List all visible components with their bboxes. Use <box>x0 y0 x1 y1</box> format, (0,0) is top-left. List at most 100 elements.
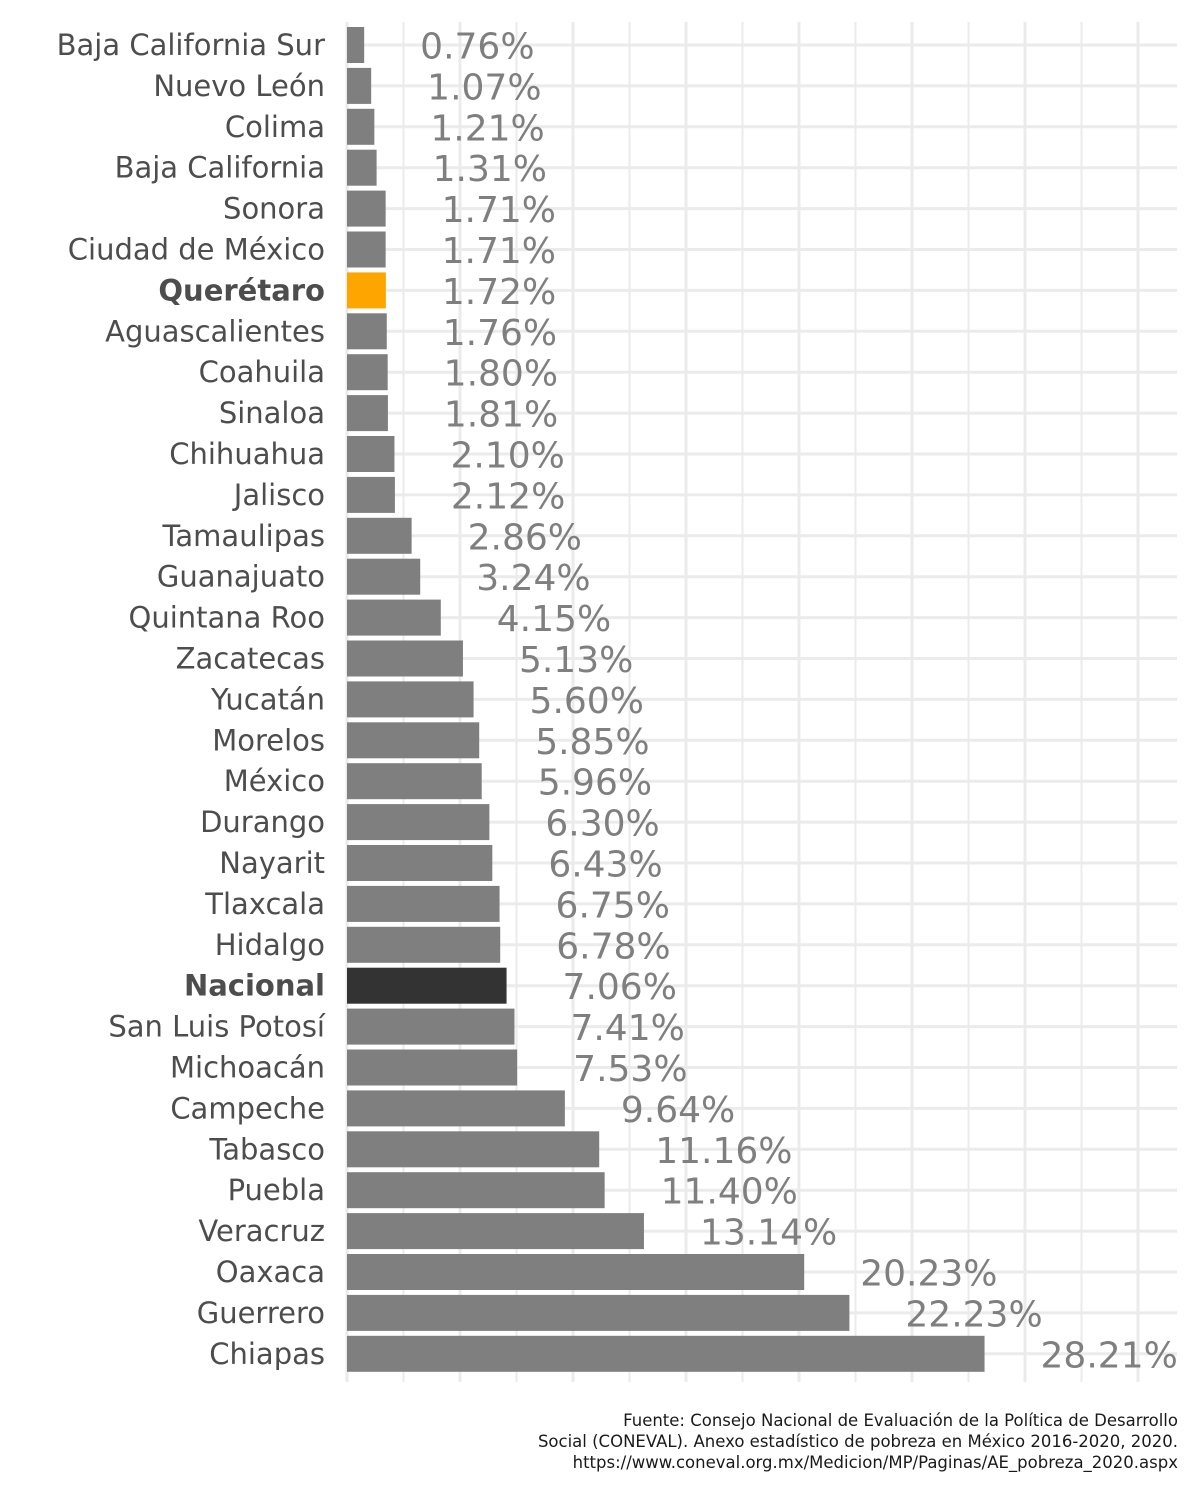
category-label: Tamaulipas <box>162 519 326 553</box>
bar <box>347 108 375 145</box>
bar <box>347 1254 805 1290</box>
bar <box>347 190 386 227</box>
bar <box>347 1172 605 1209</box>
bar <box>347 1335 985 1372</box>
bar <box>347 436 395 472</box>
bar <box>347 558 421 595</box>
category-label: Tabasco <box>208 1132 325 1166</box>
bar <box>347 67 372 104</box>
category-label: Nuevo León <box>153 69 325 103</box>
value-label: 9.64% <box>621 1090 735 1131</box>
value-label: 7.53% <box>573 1049 687 1090</box>
bar <box>347 722 480 759</box>
value-label: 11.16% <box>655 1131 792 1172</box>
category-label: Coahuila <box>199 355 325 389</box>
category-label: Aguascalientes <box>105 314 325 348</box>
value-label: 7.41% <box>570 1008 684 1049</box>
category-label: Baja California Sur <box>57 28 325 62</box>
category-labels: Baja California Sur Nuevo León Colima Baja … <box>57 28 326 1371</box>
category-label: Colima <box>225 110 325 144</box>
category-label: Chihuahua <box>169 437 325 471</box>
category-label: Ciudad de México <box>68 233 325 267</box>
value-label: 1.71% <box>442 190 556 231</box>
bar <box>347 354 388 391</box>
category-label: Nayarit <box>219 846 325 880</box>
value-label: 1.07% <box>427 67 541 108</box>
category-label: Quintana Roo <box>129 601 326 635</box>
value-label: 2.10% <box>450 436 564 477</box>
category-label: Tlaxcala <box>204 887 325 921</box>
value-label: 1.76% <box>443 313 557 354</box>
category-label: Nacional <box>184 969 325 1003</box>
bar <box>347 149 377 186</box>
value-label: 13.14% <box>700 1213 837 1254</box>
category-label: Campeche <box>170 1091 325 1125</box>
bar <box>347 27 365 63</box>
value-label: 2.86% <box>468 517 582 558</box>
bar <box>347 395 388 432</box>
value-label: 1.72% <box>442 272 556 313</box>
bar <box>347 1008 515 1045</box>
category-label: Durango <box>200 805 325 839</box>
value-label: 1.80% <box>444 354 558 395</box>
value-label: 7.06% <box>563 967 677 1008</box>
value-label: 5.96% <box>538 763 652 804</box>
value-label: 1.31% <box>433 149 547 190</box>
value-label: 1.21% <box>430 108 544 149</box>
category-label: Querétaro <box>158 273 325 307</box>
value-label: 4.15% <box>497 599 611 640</box>
bar <box>347 272 386 309</box>
value-label: 5.60% <box>530 681 644 722</box>
value-label: 5.85% <box>535 722 649 763</box>
bar <box>347 1090 565 1127</box>
caption-line: Social (CONEVAL). Anexo estadístico de p… <box>537 1432 1178 1451</box>
category-label: San Luis Potosí <box>108 1010 326 1044</box>
category-label: Yucatán <box>210 682 325 716</box>
value-labels: 0.76%1.07%1.21%1.31%1.71%1.71%1.72%1.76%… <box>420 27 1178 1377</box>
category-label: Zacatecas <box>176 642 325 676</box>
value-label: 5.13% <box>519 640 633 681</box>
bar <box>347 926 501 963</box>
category-label: Sinaloa <box>219 396 325 430</box>
value-label: 3.24% <box>476 558 590 599</box>
bar <box>347 885 500 922</box>
value-label: 6.30% <box>545 804 659 845</box>
grid-layer <box>345 22 1177 1382</box>
value-label: 6.43% <box>548 845 662 886</box>
bar <box>347 599 441 636</box>
value-label: 20.23% <box>860 1254 997 1295</box>
bar <box>347 231 386 268</box>
category-label: Guanajuato <box>157 560 325 594</box>
value-label: 1.71% <box>442 231 556 272</box>
source-caption: Fuente: Consejo Nacional de Evaluación d… <box>278 1410 1178 1473</box>
caption-line: https://www.coneval.org.mx/Medicion/MP/P… <box>572 1453 1178 1472</box>
caption-line: Fuente: Consejo Nacional de Evaluación d… <box>623 1411 1178 1430</box>
bar <box>347 1294 850 1331</box>
bar <box>347 804 490 841</box>
category-label: Sonora <box>223 192 325 226</box>
bar <box>347 967 507 1004</box>
bar <box>347 763 482 800</box>
category-label: Puebla <box>228 1173 325 1207</box>
value-label: 22.23% <box>905 1294 1042 1335</box>
category-label: Michoacán <box>170 1051 325 1085</box>
bar <box>347 313 387 350</box>
bar <box>347 681 474 718</box>
category-label: Guerrero <box>197 1296 325 1330</box>
category-label: Jalisco <box>232 478 325 512</box>
category-label: Hidalgo <box>215 928 325 962</box>
value-label: 1.81% <box>444 395 558 436</box>
bar <box>347 845 493 881</box>
value-label: 11.40% <box>661 1172 798 1213</box>
bar <box>347 476 395 513</box>
value-label: 6.75% <box>556 885 670 926</box>
value-label: 2.12% <box>451 476 565 517</box>
bar <box>347 1131 600 1168</box>
category-label: Morelos <box>212 723 325 757</box>
category-label: Oaxaca <box>216 1255 325 1289</box>
bar <box>347 517 412 554</box>
value-label: 6.78% <box>556 926 670 967</box>
category-label: Veracruz <box>198 1214 325 1248</box>
bar-layer <box>347 27 985 1372</box>
